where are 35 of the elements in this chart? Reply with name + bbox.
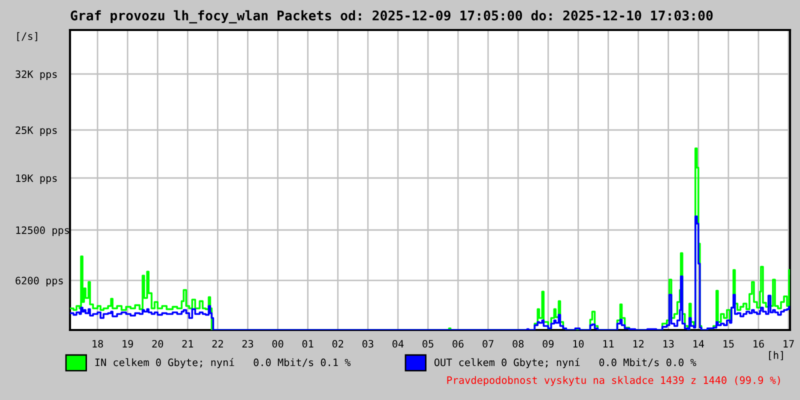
chart-title: Graf provozu lh_focy_wlan Packets od: 2025-12-09 17:05:00 do: 2025-12-10 17:03:00 [70,10,713,24]
x-tick-label: 02 [332,340,344,348]
x-tick-label: 21 [182,340,194,348]
x-tick-label: 18 [92,340,103,348]
x-tick-label: 05 [422,340,434,348]
x-tick-label: 13 [663,340,674,348]
x-axis-title: [h] [769,351,783,360]
x-tick-label: 10 [573,340,584,348]
x-tick-label: 03 [362,340,374,348]
x-tick-label: 04 [392,340,404,348]
y-tick-label: 19K pps [16,174,57,184]
x-tick-label: 11 [603,340,614,348]
x-tick-label: 07 [482,340,494,348]
y-tick-label: 12500 pps [16,226,69,236]
y-tick-label: 25K pps [16,126,57,136]
x-tick-label: 06 [452,340,464,348]
x-tick-label: 19 [122,340,133,348]
x-tick-label: 16 [754,340,764,348]
x-tick-label: 20 [152,340,164,348]
x-tick-label: 09 [542,340,554,348]
x-tick-label: 14 [693,340,704,348]
y-axis-title: [/s] [17,32,38,42]
x-tick-label: 01 [302,340,314,348]
x-tick-label: 23 [242,340,254,348]
y-tick-label: 6200 pps [16,276,63,286]
x-tick-label: 12 [633,340,644,348]
text: Pravdepodobnost vyskytu na skladce 1439 z 1440 (99.9 %) [447,376,780,386]
x-tick-label: 08 [512,340,524,348]
legend-label: OUT celkem 0 Gbyte; nyní 0.0 Mbit/s 0.0 % [434,358,696,368]
x-tick-label: 15 [724,340,734,348]
legend-label: IN celkem 0 Gbyte; nyní 0.0 Mbit/s 0.1 % [95,358,351,368]
y-tick-label: 32K pps [16,70,57,80]
x-tick-label: 00 [272,340,284,348]
x-tick-label: 17 [784,340,794,348]
x-tick-label: 22 [212,340,223,348]
